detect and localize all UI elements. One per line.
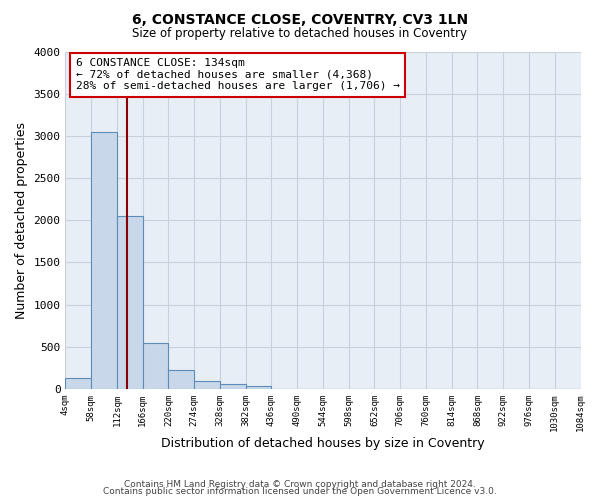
Text: 6 CONSTANCE CLOSE: 134sqm
← 72% of detached houses are smaller (4,368)
28% of se: 6 CONSTANCE CLOSE: 134sqm ← 72% of detac… [76,58,400,92]
Bar [143,344,169,389]
Bar [220,384,245,389]
Bar [117,216,143,389]
Text: Contains HM Land Registry data © Crown copyright and database right 2024.: Contains HM Land Registry data © Crown c… [124,480,476,489]
Bar [169,370,194,389]
Y-axis label: Number of detached properties: Number of detached properties [15,122,28,318]
Text: Contains public sector information licensed under the Open Government Licence v3: Contains public sector information licen… [103,488,497,496]
Text: 6, CONSTANCE CLOSE, COVENTRY, CV3 1LN: 6, CONSTANCE CLOSE, COVENTRY, CV3 1LN [132,12,468,26]
Bar [194,382,220,389]
Bar [245,386,271,389]
Bar [91,132,117,389]
Text: Size of property relative to detached houses in Coventry: Size of property relative to detached ho… [133,28,467,40]
X-axis label: Distribution of detached houses by size in Coventry: Distribution of detached houses by size … [161,437,485,450]
Bar [65,378,91,389]
